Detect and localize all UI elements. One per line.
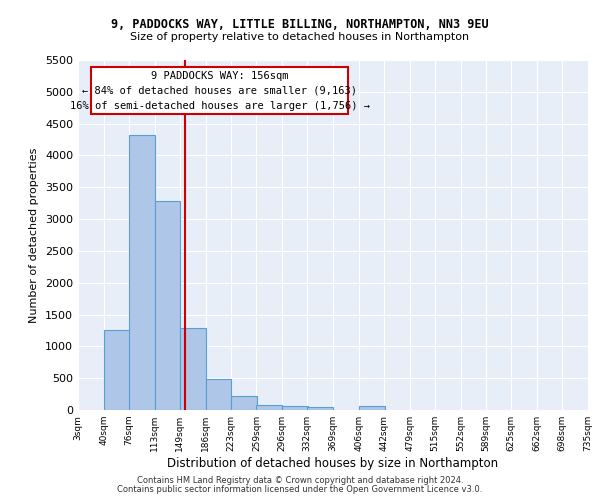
Text: 9, PADDOCKS WAY, LITTLE BILLING, NORTHAMPTON, NN3 9EU: 9, PADDOCKS WAY, LITTLE BILLING, NORTHAM…: [111, 18, 489, 30]
Bar: [129, 135, 155, 410]
Bar: [231, 396, 257, 410]
Bar: [282, 406, 308, 410]
Text: 9 PADDOCKS WAY: 156sqm: 9 PADDOCKS WAY: 156sqm: [151, 71, 288, 81]
Bar: [256, 404, 282, 410]
Bar: [359, 406, 385, 410]
Y-axis label: Number of detached properties: Number of detached properties: [29, 148, 40, 322]
FancyBboxPatch shape: [91, 67, 348, 114]
X-axis label: Distribution of detached houses by size in Northampton: Distribution of detached houses by size …: [167, 457, 499, 470]
Bar: [180, 328, 205, 410]
Bar: [104, 330, 130, 410]
Text: 16% of semi-detached houses are larger (1,756) →: 16% of semi-detached houses are larger (…: [70, 100, 370, 110]
Text: Size of property relative to detached houses in Northampton: Size of property relative to detached ho…: [130, 32, 470, 42]
Text: Contains public sector information licensed under the Open Government Licence v3: Contains public sector information licen…: [118, 485, 482, 494]
Text: ← 84% of detached houses are smaller (9,163): ← 84% of detached houses are smaller (9,…: [82, 86, 357, 96]
Bar: [205, 379, 231, 410]
Text: Contains HM Land Registry data © Crown copyright and database right 2024.: Contains HM Land Registry data © Crown c…: [137, 476, 463, 485]
Bar: [307, 406, 333, 410]
Bar: [155, 200, 181, 410]
